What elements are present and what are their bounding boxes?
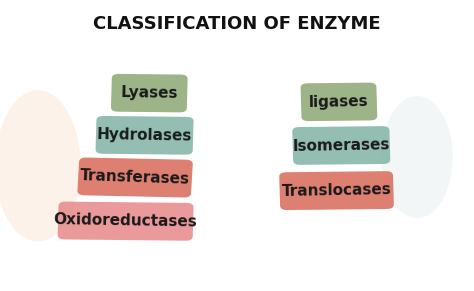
Text: Lyases: Lyases xyxy=(120,85,178,101)
Text: Hydrolases: Hydrolases xyxy=(97,127,192,144)
Text: Oxidoreductases: Oxidoreductases xyxy=(54,212,198,230)
Text: CLASSIFICATION OF ENZYME: CLASSIFICATION OF ENZYME xyxy=(93,15,381,33)
FancyBboxPatch shape xyxy=(279,171,394,210)
Text: Transferases: Transferases xyxy=(80,168,190,187)
FancyBboxPatch shape xyxy=(292,126,390,165)
FancyBboxPatch shape xyxy=(77,157,193,198)
Text: ligases: ligases xyxy=(309,94,369,110)
FancyBboxPatch shape xyxy=(58,202,193,241)
FancyBboxPatch shape xyxy=(301,83,377,121)
Ellipse shape xyxy=(0,90,81,242)
FancyBboxPatch shape xyxy=(111,74,188,112)
FancyBboxPatch shape xyxy=(96,116,193,155)
Ellipse shape xyxy=(382,96,453,218)
Text: Isomerases: Isomerases xyxy=(292,137,390,154)
Text: Translocases: Translocases xyxy=(282,182,392,199)
